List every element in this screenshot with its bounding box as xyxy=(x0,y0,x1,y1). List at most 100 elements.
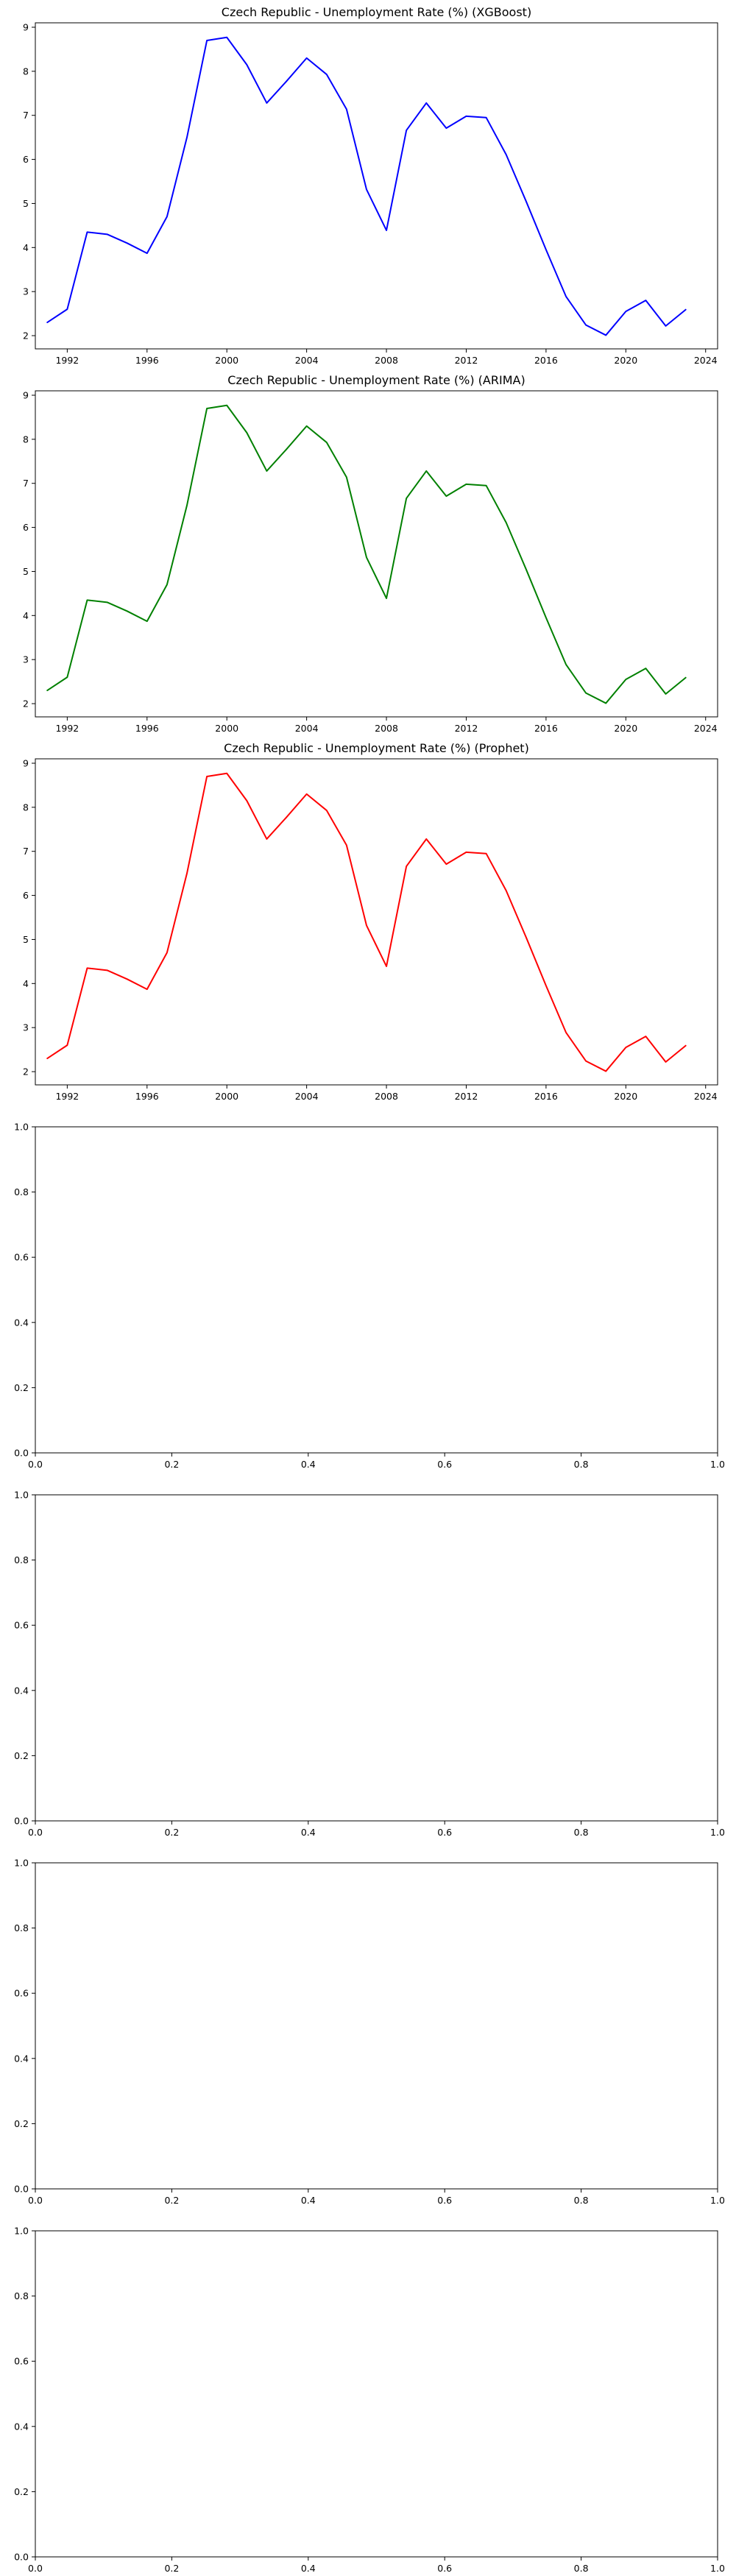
x-tick-label: 2000 xyxy=(215,1091,238,1102)
x-tick-label: 0.8 xyxy=(574,1459,589,1470)
x-tick-label: 1.0 xyxy=(710,1827,725,1838)
chart-title: Czech Republic - Unemployment Rate (%) (… xyxy=(222,5,531,19)
y-tick-label: 4 xyxy=(23,978,29,989)
y-tick-label: 0.4 xyxy=(14,1685,29,1696)
x-tick-label: 2000 xyxy=(215,723,238,734)
y-tick-label: 2 xyxy=(23,1066,29,1078)
y-tick-label: 0.4 xyxy=(14,1317,29,1328)
chart-panel-3: Czech Republic - Unemployment Rate (%) (… xyxy=(23,741,718,1102)
axes-frame xyxy=(35,22,718,350)
y-tick-label: 9 xyxy=(23,21,29,32)
x-tick-label: 0.4 xyxy=(301,1827,316,1838)
y-tick-label: 7 xyxy=(23,110,29,121)
y-tick-label: 8 xyxy=(23,802,29,813)
y-tick-label: 5 xyxy=(23,198,29,209)
y-tick-label: 0.6 xyxy=(14,2356,29,2367)
x-tick-label: 2004 xyxy=(295,723,319,734)
y-tick-label: 6 xyxy=(23,890,29,901)
x-tick-label: 2020 xyxy=(614,355,637,366)
y-tick-label: 9 xyxy=(23,757,29,768)
chart-panel-1: Czech Republic - Unemployment Rate (%) (… xyxy=(23,5,718,366)
y-tick-label: 5 xyxy=(23,934,29,945)
axes-frame xyxy=(35,758,718,1086)
x-tick-label: 0.6 xyxy=(437,2195,452,2206)
y-tick-label: 0.4 xyxy=(14,2421,29,2432)
y-tick-label: 3 xyxy=(23,1022,29,1033)
y-tick-label: 0.6 xyxy=(14,1620,29,1631)
y-tick-label: 6 xyxy=(23,154,29,165)
axes-frame xyxy=(35,1862,718,2190)
y-tick-label: 6 xyxy=(23,522,29,533)
x-tick-label: 1996 xyxy=(135,723,159,734)
x-tick-label: 2012 xyxy=(455,723,478,734)
x-tick-label: 0.6 xyxy=(437,1459,452,1470)
x-tick-label: 0.2 xyxy=(164,1827,179,1838)
y-tick-label: 0.0 xyxy=(14,1816,29,1827)
y-tick-label: 1.0 xyxy=(14,1490,29,1501)
y-tick-label: 1.0 xyxy=(14,2226,29,2237)
x-tick-label: 0.4 xyxy=(301,1459,316,1470)
y-tick-label: 0.8 xyxy=(14,1186,29,1197)
x-tick-label: 0.6 xyxy=(437,1827,452,1838)
x-tick-label: 2016 xyxy=(534,1091,558,1102)
x-tick-label: 2008 xyxy=(375,1091,398,1102)
x-tick-label: 1992 xyxy=(55,723,79,734)
x-tick-label: 0.0 xyxy=(28,1827,43,1838)
x-tick-label: 1.0 xyxy=(710,1459,725,1470)
x-tick-label: 0.2 xyxy=(164,2195,179,2206)
y-tick-label: 3 xyxy=(23,654,29,665)
x-tick-label: 2016 xyxy=(534,723,558,734)
y-tick-label: 2 xyxy=(23,698,29,710)
series-line xyxy=(46,404,687,704)
y-tick-label: 1.0 xyxy=(14,1858,29,1869)
x-tick-label: 2012 xyxy=(455,355,478,366)
y-tick-label: 3 xyxy=(23,286,29,297)
y-tick-label: 7 xyxy=(23,478,29,489)
axes-frame xyxy=(35,1494,718,1822)
x-tick-label: 0.4 xyxy=(301,2563,316,2574)
y-tick-label: 0.8 xyxy=(14,1554,29,1565)
chart-panel-6: 0.0 0.2 0.4 0.6 0.8 1.0 0.0 0.2 0.4 0.6 0.8 1.0 xyxy=(14,1858,725,2207)
axes-frame xyxy=(35,1126,718,1454)
y-tick-label: 0.0 xyxy=(14,2184,29,2195)
series-line xyxy=(46,36,687,336)
x-tick-label: 2024 xyxy=(694,355,718,366)
x-tick-label: 1996 xyxy=(135,355,159,366)
y-tick-label: 1.0 xyxy=(14,1122,29,1133)
x-tick-label: 0.2 xyxy=(164,2563,179,2574)
y-tick-label: 4 xyxy=(23,242,29,253)
chart-title: Czech Republic - Unemployment Rate (%) (… xyxy=(227,373,525,387)
y-tick-label: 0.2 xyxy=(14,1750,29,1761)
x-tick-label: 2004 xyxy=(295,355,319,366)
x-tick-label: 2008 xyxy=(375,355,398,366)
y-tick-label: 5 xyxy=(23,566,29,577)
x-tick-label: 0.8 xyxy=(574,1827,589,1838)
chart-panel-2: Czech Republic - Unemployment Rate (%) (… xyxy=(23,373,718,734)
y-tick-label: 0.2 xyxy=(14,2486,29,2497)
y-tick-label: 0.4 xyxy=(14,2053,29,2064)
x-tick-label: 0.8 xyxy=(574,2195,589,2206)
x-tick-label: 1996 xyxy=(135,1091,159,1102)
x-tick-label: 1992 xyxy=(55,355,79,366)
chart-panel-7: 0.0 0.2 0.4 0.6 0.8 1.0 0.0 0.2 0.4 0.6 0.8 1.0 xyxy=(14,2226,725,2575)
x-tick-label: 2024 xyxy=(694,723,718,734)
axes-frame xyxy=(35,390,718,718)
y-tick-label: 0.2 xyxy=(14,1382,29,1393)
x-tick-label: 0.2 xyxy=(164,1459,179,1470)
x-tick-label: 2012 xyxy=(455,1091,478,1102)
y-tick-label: 8 xyxy=(23,66,29,77)
y-tick-label: 4 xyxy=(23,610,29,621)
x-tick-label: 0.0 xyxy=(28,1459,43,1470)
x-tick-label: 0.0 xyxy=(28,2195,43,2206)
x-tick-label: 1.0 xyxy=(710,2195,725,2206)
x-tick-label: 2020 xyxy=(614,1091,637,1102)
x-tick-label: 0.4 xyxy=(301,2195,316,2206)
x-tick-label: 2016 xyxy=(534,355,558,366)
y-tick-label: 8 xyxy=(23,434,29,445)
y-tick-label: 0.6 xyxy=(14,1988,29,1999)
series-line xyxy=(46,772,687,1072)
y-tick-label: 0.0 xyxy=(14,2552,29,2563)
x-tick-label: 0.6 xyxy=(437,2563,452,2574)
y-tick-label: 7 xyxy=(23,846,29,857)
